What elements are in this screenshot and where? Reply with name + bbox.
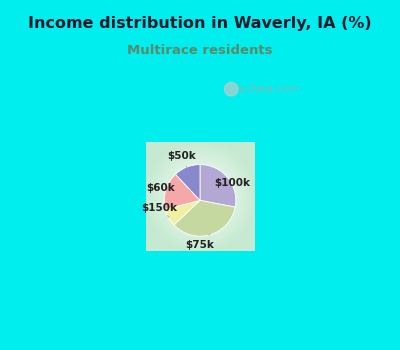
Circle shape	[224, 82, 238, 96]
Wedge shape	[165, 200, 200, 225]
Wedge shape	[176, 164, 200, 200]
Wedge shape	[200, 164, 236, 207]
Wedge shape	[164, 174, 200, 209]
Text: $60k: $60k	[146, 183, 175, 194]
Text: $150k: $150k	[141, 203, 177, 217]
Text: Multirace residents: Multirace residents	[127, 44, 273, 57]
Text: $75k: $75k	[186, 234, 214, 250]
Text: $100k: $100k	[214, 178, 250, 188]
Wedge shape	[174, 200, 235, 236]
Text: $50k: $50k	[167, 151, 196, 168]
Text: Income distribution in Waverly, IA (%): Income distribution in Waverly, IA (%)	[28, 16, 372, 31]
Text: City-Data.com: City-Data.com	[221, 84, 298, 94]
